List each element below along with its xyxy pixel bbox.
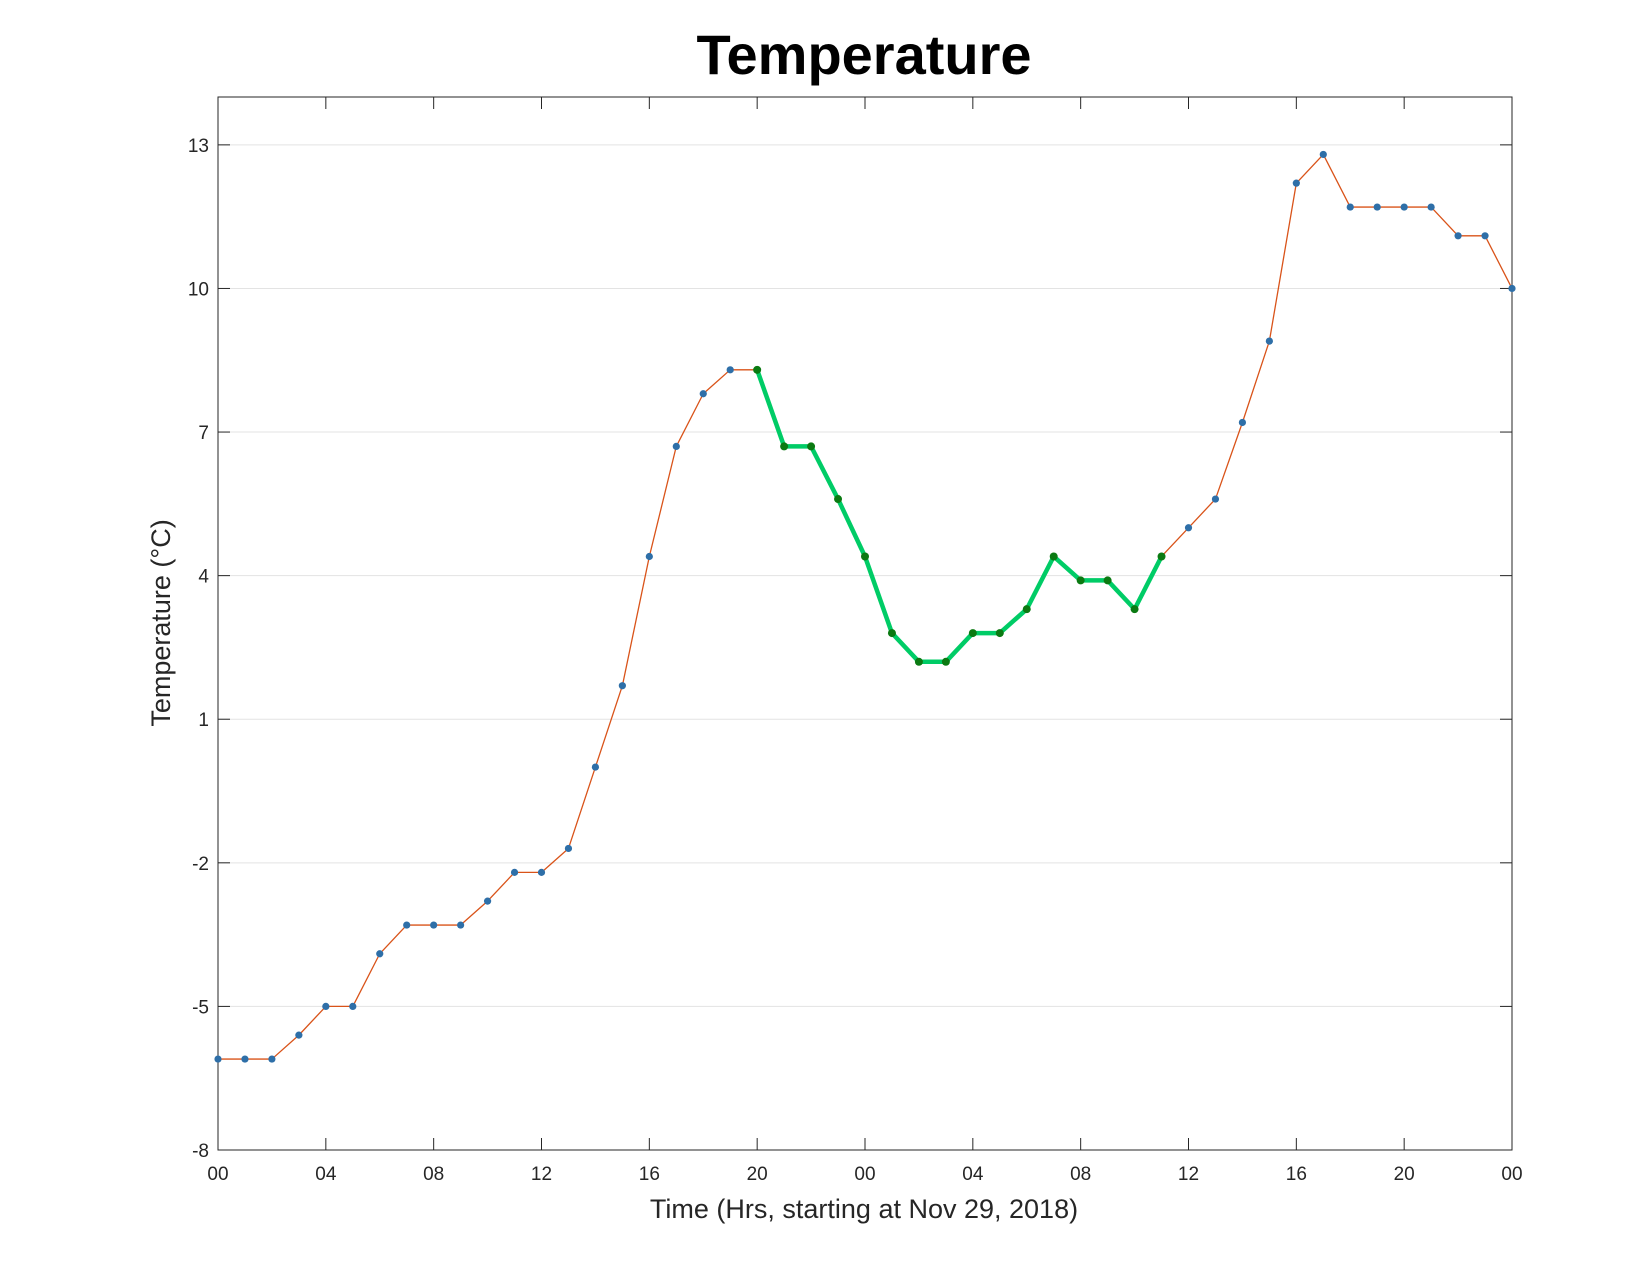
x-tick-label: 00	[207, 1164, 228, 1185]
data-point-12	[537, 868, 546, 876]
series-temperature	[214, 150, 1516, 1063]
highlight-point-8	[968, 629, 977, 638]
data-point-45	[1427, 203, 1435, 211]
data-point-44	[1400, 203, 1408, 211]
data-point-11	[510, 868, 519, 876]
data-point-10	[483, 897, 492, 905]
x-tick-label: 04	[315, 1164, 337, 1185]
data-point-19	[726, 366, 734, 374]
x-tick-label: 08	[1070, 1164, 1091, 1185]
y-tick-label: 4	[198, 567, 209, 588]
data-point-17	[672, 442, 680, 451]
x-tick-label: 00	[854, 1164, 875, 1185]
x-tick-label: 12	[531, 1164, 552, 1185]
data-point-39	[1265, 337, 1273, 345]
data-point-47	[1481, 232, 1489, 240]
y-tick-label: 10	[188, 279, 209, 300]
highlight-segment	[753, 365, 1166, 666]
highlight-point-7	[941, 657, 950, 666]
highlight-point-5	[887, 629, 896, 638]
y-tick-label: -2	[192, 854, 209, 875]
data-point-1	[241, 1055, 249, 1063]
axis-ticks	[217, 97, 1513, 1151]
y-tick-label: 1	[198, 710, 209, 731]
x-tick-label: 08	[423, 1164, 444, 1185]
highlight-point-15	[1157, 552, 1166, 561]
highlight-point-6	[914, 657, 923, 666]
data-point-18	[699, 390, 707, 398]
data-point-0	[214, 1055, 222, 1063]
y-tick-label: 7	[198, 423, 209, 444]
grid-lines	[218, 144, 1512, 1151]
highlight-point-2	[807, 442, 816, 451]
data-point-7	[403, 921, 411, 929]
data-point-15	[618, 682, 626, 690]
highlight-point-3	[834, 495, 843, 504]
data-point-36	[1184, 524, 1193, 532]
highlight-point-0	[753, 365, 762, 374]
data-point-6	[376, 950, 384, 958]
data-point-16	[645, 552, 653, 561]
data-point-43	[1373, 203, 1381, 211]
data-point-40	[1292, 179, 1300, 187]
data-point-3	[295, 1031, 303, 1039]
data-point-9	[457, 921, 465, 929]
data-point-13	[564, 844, 573, 853]
data-point-46	[1454, 232, 1462, 240]
x-axis-label: Time (Hrs, starting at Nov 29, 2018)	[650, 1194, 1078, 1224]
y-axis-label: Temperature (°C)	[146, 519, 176, 726]
data-point-38	[1238, 418, 1247, 427]
chart-title: Temperature	[696, 23, 1031, 86]
data-point-37	[1211, 495, 1220, 503]
highlight-point-12	[1076, 576, 1085, 585]
data-point-14	[591, 763, 600, 771]
highlight-point-11	[1049, 552, 1058, 561]
x-tick-label: 16	[1286, 1164, 1307, 1185]
x-tick-label: 04	[962, 1164, 984, 1185]
data-point-5	[349, 1002, 357, 1011]
y-tick-label: 13	[188, 136, 209, 157]
data-point-48	[1508, 284, 1516, 293]
x-tick-label: 16	[639, 1164, 660, 1185]
x-tick-label: 12	[1178, 1164, 1199, 1185]
data-point-4	[322, 1002, 330, 1011]
x-tick-label: 20	[1394, 1164, 1415, 1185]
highlight-point-10	[1022, 605, 1031, 614]
series-line	[218, 153, 1513, 1060]
y-tick-label: -8	[192, 1141, 209, 1162]
y-tick-labels: -8 -5 -2 1 4 7 10 13	[188, 136, 210, 1162]
x-tick-labels: 00 04 08 12 16 20 00 04 08 12 16 20 00	[207, 1164, 1522, 1185]
highlight-point-4	[861, 552, 869, 561]
data-point-2	[268, 1055, 276, 1063]
highlight-point-13	[1103, 576, 1112, 585]
plot-area-frame	[217, 96, 1513, 1151]
y-tick-label: -5	[192, 997, 209, 1018]
data-point-41	[1319, 150, 1327, 159]
data-point-8	[430, 921, 438, 929]
highlight-point-14	[1130, 605, 1139, 614]
x-tick-label: 00	[1501, 1164, 1522, 1185]
x-tick-label: 20	[747, 1164, 768, 1185]
highlight-line	[754, 367, 1164, 665]
highlight-point-9	[995, 629, 1004, 638]
highlight-point-1	[780, 442, 789, 451]
data-point-42	[1346, 203, 1354, 211]
